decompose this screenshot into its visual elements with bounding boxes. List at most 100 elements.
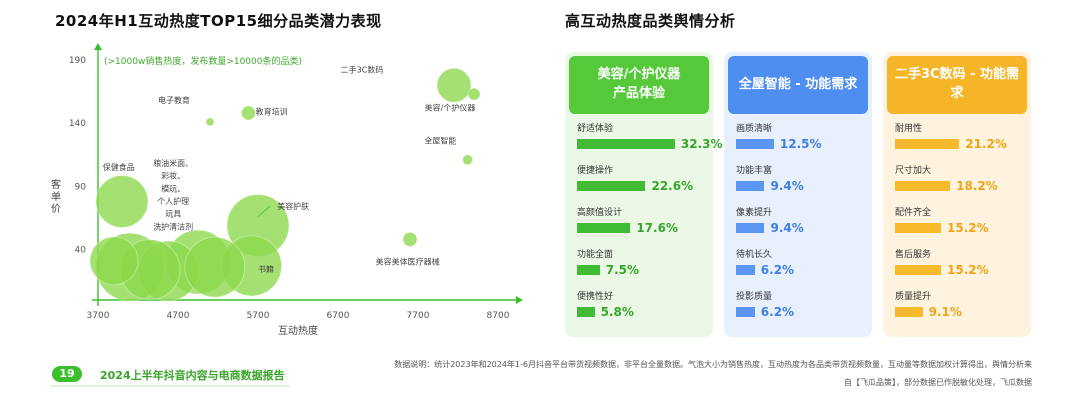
panel-header: 美容/个护仪器 产品体验 — [569, 56, 709, 114]
bubble-label: 书籍 — [258, 264, 274, 274]
bubble-label: 模玩、 — [161, 183, 185, 193]
metric-item: 质量提升 9.1% — [895, 290, 1023, 326]
metric-item: 便携性好 5.8% — [577, 290, 705, 326]
y-tick-label: 190 — [69, 56, 86, 66]
sentiment-panel: 全屋智能 - 功能需求画质清晰 12.5% 功能丰富 9.4% 像素提升 9.4% 待机长久… — [724, 52, 872, 337]
metric-bar — [895, 139, 960, 149]
metric-value: 9.4% — [770, 221, 804, 235]
bubble-point — [436, 67, 472, 103]
metric-item: 投影质量 6.2% — [736, 290, 864, 326]
report-title: 2024上半年抖音内容与电商数据报告 — [100, 369, 285, 382]
y-tick-label: 90 — [75, 182, 87, 192]
bubble-label: 彩妆、 — [161, 171, 185, 181]
metric-value: 6.2% — [760, 263, 795, 277]
x-tick-label: 3700 — [87, 311, 110, 321]
x-tick-label: 8700 — [487, 311, 510, 321]
metric-item: 售后服务 15.2% — [895, 248, 1023, 284]
metric-label: 耐用性 — [895, 124, 923, 134]
sentiment-title: 高互动热度品类舆情分析 — [565, 12, 736, 30]
bubble-label: 保健食品 — [103, 162, 135, 172]
metric-bar — [895, 223, 942, 233]
chart-annotation: (>1000w销售热度，发布数量>10000条的品类) — [104, 55, 302, 67]
bubble-label: 全屋智能 — [424, 135, 456, 145]
metric-label: 功能全面 — [577, 250, 614, 260]
y-axis-label-char: 单 — [51, 191, 61, 203]
metric-item: 像素提升 9.4% — [736, 206, 864, 242]
bubble-point — [184, 236, 246, 298]
sentiment-panel: 二手3C数码 - 功能需求耐用性 21.2% 尺寸加大 18.2% 配件齐全 15.2% 售… — [883, 52, 1031, 337]
bubble-label: 洗护清洁剂 — [153, 221, 193, 231]
bubble-point — [95, 174, 149, 228]
metric-item: 耐用性 21.2% — [895, 122, 1023, 158]
metric-value: 18.2% — [956, 179, 998, 193]
metric-label: 功能丰富 — [736, 166, 773, 176]
metric-bar — [577, 265, 600, 275]
x-tick-label: 6700 — [327, 311, 350, 321]
metric-item: 尺寸加大 18.2% — [895, 164, 1023, 200]
metric-value: 6.2% — [760, 305, 795, 319]
y-tick-label: 140 — [69, 119, 86, 129]
metric-item: 高颜值设计 17.6% — [577, 206, 705, 242]
metric-bar — [736, 265, 755, 275]
metric-label: 投影质量 — [736, 292, 773, 302]
bubble-point — [240, 105, 256, 121]
chart-title: 2024年H1互动热度TOP15细分品类潜力表现 — [55, 12, 382, 30]
x-axis-label: 互动热度 — [278, 324, 318, 337]
metric-value: 7.5% — [605, 263, 639, 277]
data-note-line-1: 数据说明：统计2023年和2024年1-6月抖音平台带货视频数据，非平台全量数据… — [394, 360, 1032, 369]
metric-value: 9.4% — [770, 179, 804, 193]
metric-label: 售后服务 — [895, 250, 932, 260]
panel-header: 二手3C数码 - 功能需求 — [887, 56, 1027, 114]
metric-item: 舒适体验 32.3% — [577, 122, 723, 158]
metric-item: 便捷操作 22.6% — [577, 164, 705, 200]
metric-value: 9.1% — [928, 305, 962, 319]
y-axis-label-char: 价 — [51, 203, 61, 215]
bubble-point — [402, 231, 418, 247]
y-axis-label: 客 单 价 — [51, 178, 61, 215]
bubble-label: 玩具 — [165, 210, 181, 219]
metric-label: 配件齐全 — [895, 208, 932, 218]
metric-bar — [895, 181, 951, 191]
metric-bar — [736, 223, 765, 233]
metric-label: 像素提升 — [736, 208, 773, 218]
bubble-point — [205, 117, 215, 127]
metric-bar — [577, 223, 631, 233]
metric-label: 便捷操作 — [577, 166, 614, 176]
metric-bar — [736, 307, 755, 317]
x-tick-label: 5700 — [247, 311, 270, 321]
metric-value: 17.6% — [636, 221, 678, 235]
metric-value: 5.8% — [600, 305, 634, 319]
bubble-point — [467, 87, 481, 101]
metric-item: 配件齐全 15.2% — [895, 206, 1023, 242]
bubble-point — [462, 154, 474, 166]
metric-bar — [736, 139, 774, 149]
metric-label: 质量提升 — [895, 292, 932, 302]
metric-value: 15.2% — [947, 221, 989, 235]
bubble-label: 电子教育 — [158, 95, 190, 105]
y-axis-label-char: 客 — [51, 178, 61, 191]
metric-bar — [736, 181, 765, 191]
x-tick-label: 7700 — [407, 311, 430, 321]
metric-value: 32.3% — [680, 137, 723, 151]
footer-divider — [50, 385, 290, 387]
metric-item: 功能丰富 9.4% — [736, 164, 864, 200]
metric-label: 画质清晰 — [736, 124, 773, 134]
y-tick-label: 40 — [75, 245, 87, 255]
panel-header: 全屋智能 - 功能需求 — [728, 56, 868, 114]
x-tick-label: 4700 — [167, 311, 190, 321]
bubble-label: 美容护肤 — [277, 201, 309, 211]
metric-value: 21.2% — [965, 137, 1007, 151]
bubble-label: 二手3C数码 — [341, 65, 384, 75]
bubble-label: 粮油米面、 — [153, 158, 193, 168]
metric-bar — [577, 181, 646, 191]
bubble-point — [89, 236, 139, 286]
y-axis-arrow — [94, 43, 102, 50]
metric-label: 便携性好 — [577, 292, 614, 302]
metric-bar — [895, 265, 942, 275]
metric-label: 待机长久 — [736, 250, 773, 260]
metric-item: 待机长久 6.2% — [736, 248, 864, 284]
bubble-label: 个人护理 — [157, 196, 189, 206]
metric-item: 画质清晰 12.5% — [736, 122, 864, 158]
bubble-label: 美容美体医疗器械 — [376, 257, 440, 267]
